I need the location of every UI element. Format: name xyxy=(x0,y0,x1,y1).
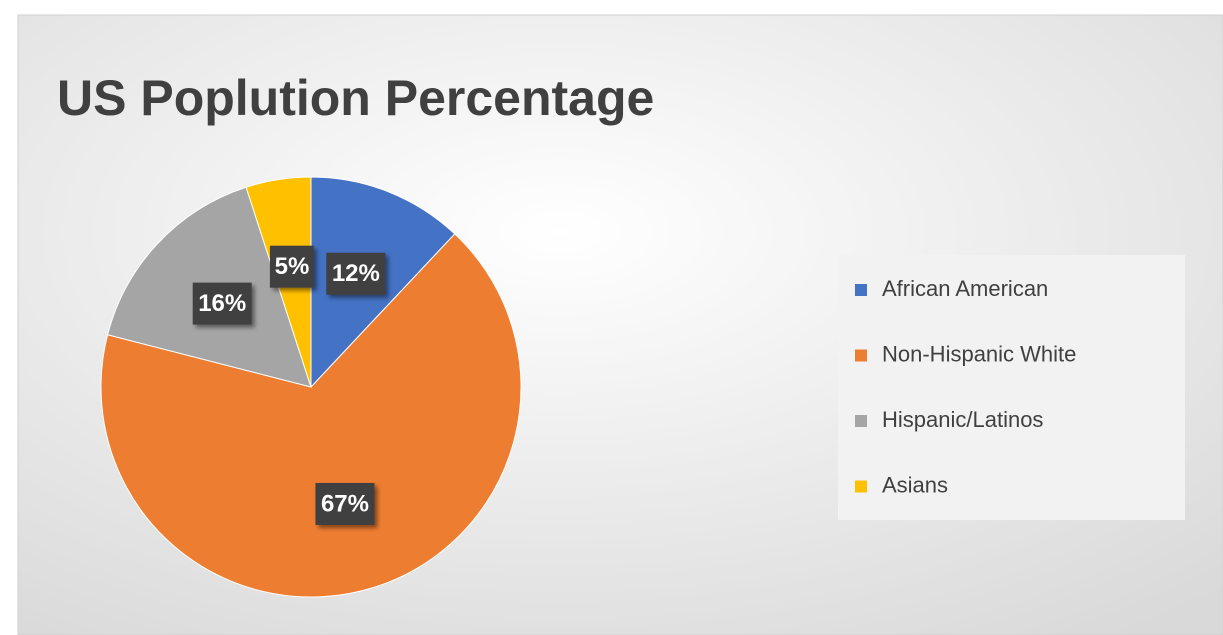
data-label-text: 16% xyxy=(198,290,246,317)
data-label-text: 12% xyxy=(332,260,380,287)
legend-swatch xyxy=(855,415,867,427)
legend-label: Asians xyxy=(882,472,948,497)
data-label-text: 5% xyxy=(275,253,310,280)
data-label: 5% xyxy=(269,245,314,288)
legend-swatch xyxy=(855,480,867,493)
chart-title: US Poplution Percentage xyxy=(57,70,654,126)
data-label-box xyxy=(192,282,252,325)
pie-slice xyxy=(100,233,522,598)
legend-label: Non-Hispanic White xyxy=(882,341,1076,366)
data-label-box xyxy=(315,482,375,525)
data-label-box xyxy=(326,252,386,295)
data-label: 12% xyxy=(326,252,386,295)
data-label: 16% xyxy=(192,282,252,325)
data-label: 67% xyxy=(315,482,375,525)
data-label-text: 67% xyxy=(321,490,369,517)
data-label-box xyxy=(269,245,314,288)
legend-box xyxy=(838,255,1185,520)
legend-swatch xyxy=(855,284,867,296)
legend-label: Hispanic/Latinos xyxy=(882,407,1043,432)
legend-label: African American xyxy=(882,276,1048,301)
legend-swatch xyxy=(855,349,867,362)
